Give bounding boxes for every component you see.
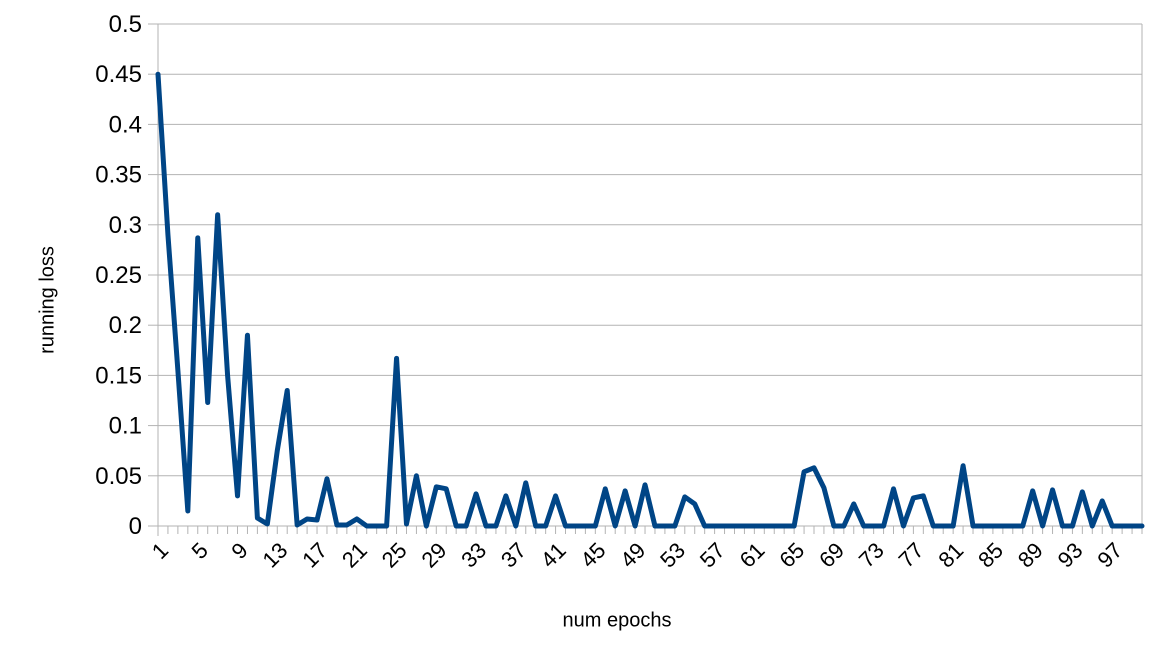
x-tick-label: 1: [147, 538, 173, 564]
x-tick-label: 53: [655, 538, 690, 573]
x-tick-label: 13: [257, 538, 292, 573]
x-tick-label: 97: [1092, 538, 1127, 573]
x-tick-label: 33: [456, 538, 491, 573]
x-tick-labels: 1 5 9 13 17 21 25 29 33 37 41 45 49 53 57 61 65 69 73 77 81 8…: [147, 538, 1128, 573]
x-tick-label: 37: [496, 538, 531, 573]
y-tick-label: 0.2: [109, 312, 142, 339]
y-axis-label: running loss: [36, 246, 59, 354]
x-tick-label: 65: [774, 538, 809, 573]
y-tick-label: 0.25: [95, 262, 142, 289]
x-tick-label: 25: [377, 538, 412, 573]
x-tick-label: 85: [973, 538, 1008, 573]
y-tick-label: 0.4: [109, 111, 142, 138]
y-tick-label: 0.45: [95, 61, 142, 88]
x-tick-label: 93: [1053, 538, 1088, 573]
y-tick-label: 0.3: [109, 212, 142, 239]
x-tick-label: 57: [695, 538, 730, 573]
x-tick-label: 69: [814, 538, 849, 573]
y-tick-label: 0.05: [95, 463, 142, 490]
x-tick-label: 73: [854, 538, 889, 573]
x-tick-label: 81: [933, 538, 968, 573]
y-tick-label: 0.5: [109, 11, 142, 38]
x-tick-label: 77: [894, 538, 929, 573]
y-tick-label: 0.35: [95, 162, 142, 189]
series-group: [155, 71, 1145, 529]
x-tick-label: 29: [417, 538, 452, 573]
x-tick-label: 45: [576, 538, 611, 573]
y-tick-label: 0.15: [95, 362, 142, 389]
x-tick-label: 61: [735, 538, 770, 573]
x-tick-label: 5: [187, 538, 213, 564]
x-axis-label: num epochs: [562, 609, 672, 632]
x-tick-label: 89: [1013, 538, 1048, 573]
axes: [157, 24, 1143, 536]
series-line: [155, 71, 1145, 529]
y-tick-label: 0: [129, 513, 142, 540]
gridlines: [148, 23, 1142, 527]
x-tick-label: 9: [226, 538, 252, 564]
y-tick-label: 0.1: [109, 413, 142, 440]
x-tick-label: 21: [337, 538, 372, 573]
y-tick-labels: 0 0.05 0.1 0.15 0.2 0.25 0.3 0.35 0.4 0.45 0.5: [95, 11, 142, 540]
x-tick-label: 49: [615, 538, 650, 573]
x-tick-label: 17: [297, 538, 332, 573]
x-tick-label: 41: [536, 538, 571, 573]
